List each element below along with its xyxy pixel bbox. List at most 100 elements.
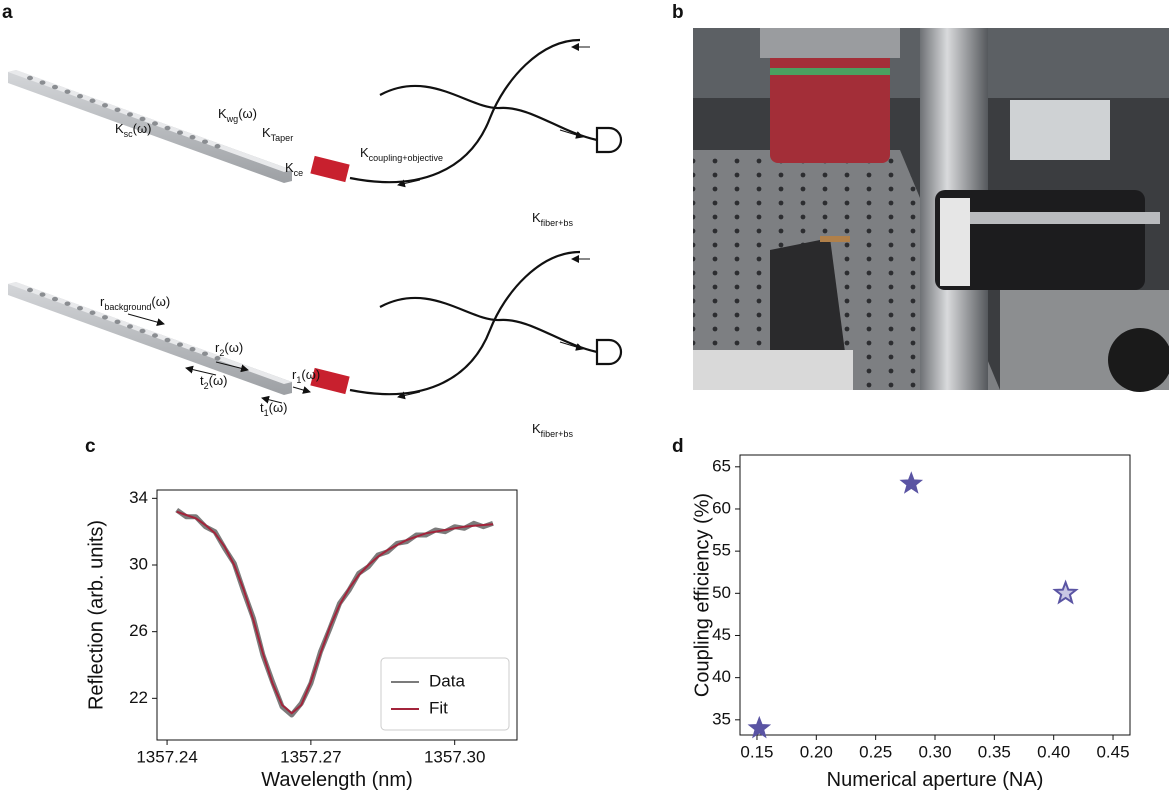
label-tail: (ω) (151, 294, 170, 309)
hole (39, 292, 46, 297)
diagram-label: t2(ω) (200, 373, 227, 391)
coupler (310, 155, 350, 183)
hole (64, 301, 71, 306)
legend-label: Fit (429, 698, 448, 717)
panel-label: c (85, 436, 96, 457)
hole (164, 125, 171, 131)
hole (139, 328, 146, 334)
waveguide-bottom (8, 282, 292, 395)
hole (102, 103, 108, 108)
label-sub: wg (226, 114, 239, 124)
label-sub: 2 (219, 348, 224, 358)
y-tick-label: 45 (712, 625, 731, 644)
hole (114, 107, 121, 113)
x-axis-label: Numerical aperture (NA) (827, 769, 1044, 791)
axes-frame (156, 489, 518, 741)
x-tick-label: 0.15 (740, 742, 773, 761)
chart-c: 1357.24 1357.27 1357.30 22 26 30 34 Wavelength … (85, 488, 518, 791)
label-sub: sc (124, 129, 134, 139)
hole (164, 337, 171, 343)
y-tick-label: 26 (129, 621, 148, 640)
hole (114, 319, 121, 325)
hole (152, 333, 158, 338)
holes (27, 75, 221, 361)
x-tick-label: 1357.27 (280, 747, 341, 766)
label-tail: (ω) (224, 340, 243, 355)
label-main: K (532, 210, 541, 225)
panel-label: b (672, 2, 684, 23)
label-sub: background (104, 302, 151, 312)
y-tick-label: 50 (712, 583, 731, 602)
hole (177, 342, 183, 347)
diagram-label: r2(ω) (215, 340, 243, 358)
hole (102, 315, 108, 320)
hole (202, 351, 208, 356)
x-tick-label: 0.40 (1037, 742, 1070, 761)
chart-d: 0.15 0.20 0.25 0.30 0.35 0.40 0.45 35 40 45 50 55 60… (691, 454, 1131, 791)
label-main: K (218, 106, 227, 121)
hole (214, 356, 221, 361)
y-axis-label: Reflection (arb. units) (85, 520, 107, 710)
hole (127, 112, 133, 117)
axes-frame (739, 454, 1131, 736)
diagram-a (8, 38, 623, 404)
star-marker (1052, 579, 1079, 605)
label-main: K (262, 125, 271, 140)
hole (152, 121, 158, 126)
label-main: K (532, 421, 541, 436)
y-tick-label: 30 (129, 554, 148, 573)
y-tick-label: 35 (712, 709, 731, 728)
label-main: t (260, 400, 264, 415)
y-tick-label: 60 (712, 498, 731, 517)
diagram-label: Kce (285, 160, 303, 178)
photo (693, 28, 1169, 392)
x-tick-label: 1357.30 (424, 747, 485, 766)
label-main: r (215, 340, 220, 355)
label-sub: ce (294, 168, 304, 178)
diagram-label: Kfiber+bs (532, 421, 573, 439)
diagram-label: Kwg(ω) (218, 106, 257, 124)
label-main: K (285, 160, 294, 175)
label-sub: fiber+bs (541, 218, 574, 228)
hole (202, 139, 208, 144)
star-marker (747, 715, 772, 739)
label-main: K (115, 121, 124, 136)
hole (177, 130, 183, 135)
diagram-label: r1(ω) (292, 367, 320, 385)
hole (27, 75, 33, 81)
hole (52, 84, 58, 90)
panel-label: a (2, 2, 13, 23)
label-tail: (ω) (301, 367, 320, 382)
label-tail: (ω) (133, 121, 152, 136)
x-axis-label: Wavelength (nm) (261, 769, 413, 791)
diagram-label: rbackground(ω) (100, 294, 170, 312)
coupler (310, 367, 350, 395)
hole (89, 310, 96, 315)
hole (77, 306, 83, 311)
label-main: t (200, 373, 204, 388)
y-tick-label: 55 (712, 541, 731, 560)
label-sub: Taper (271, 133, 294, 143)
hole (64, 89, 71, 94)
label-main: r (292, 367, 297, 382)
label-sub: coupling+objective (369, 153, 443, 163)
label-main: K (360, 145, 369, 160)
diagram-label: Kcoupling+objective (360, 145, 443, 163)
diagram-label: Kfiber+bs (532, 210, 573, 228)
diagram-label: t1(ω) (260, 400, 287, 418)
label-tail: (ω) (209, 373, 228, 388)
hole (52, 296, 58, 302)
label-tail: (ω) (269, 400, 288, 415)
hole (39, 80, 46, 85)
y-tick-label: 65 (712, 456, 731, 475)
legend-box (380, 657, 510, 731)
x-tick-label: 0.35 (978, 742, 1011, 761)
x-tick-label: 1357.24 (136, 747, 197, 766)
legend-label: Data (429, 671, 465, 690)
y-tick-label: 40 (712, 667, 731, 686)
hole (189, 346, 196, 352)
label-sub: 1 (296, 375, 301, 385)
hole (77, 94, 83, 99)
hole (27, 287, 33, 293)
